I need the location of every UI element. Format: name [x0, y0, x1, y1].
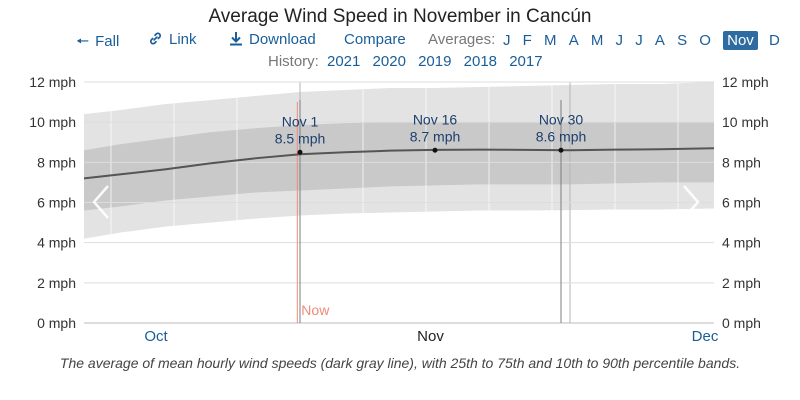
- arrow-left-icon: 🠔: [76, 33, 90, 50]
- history-year-2019[interactable]: 2019: [418, 53, 452, 70]
- y-tick-label-right: 4 mph: [722, 235, 761, 251]
- band-25th-75th-percentile: [84, 122, 714, 211]
- history-year-2020[interactable]: 2020: [372, 53, 406, 70]
- annotation-value: 8.7 mph: [410, 128, 461, 144]
- download-button[interactable]: Download: [229, 31, 316, 48]
- month-oct[interactable]: O: [699, 32, 711, 49]
- history-year-2021[interactable]: 2021: [327, 53, 361, 70]
- annotation-value: 8.6 mph: [536, 128, 587, 144]
- fall-button[interactable]: 🠔 Fall: [76, 31, 119, 56]
- month-dec[interactable]: D: [768, 32, 780, 49]
- month-jul[interactable]: J: [635, 32, 643, 49]
- month-nov-active[interactable]: Nov: [723, 31, 758, 50]
- wind-speed-chart: Now 0 mph 0 mph 2 mph 2 mph 4 mph 4 mph 6 mph 6 …: [29, 74, 769, 345]
- annotation-date: Nov 1: [282, 113, 319, 129]
- annotation-point: [297, 149, 303, 155]
- month-mar[interactable]: M: [544, 32, 557, 49]
- history-bar: History: 2021 2020 2019 2018 2017: [0, 53, 800, 73]
- month-apr[interactable]: A: [568, 32, 579, 49]
- y-tick-label-left: 10 mph: [29, 114, 76, 130]
- averages-label: Averages:: [428, 31, 496, 48]
- link-icon: [148, 31, 163, 48]
- prev-period-button[interactable]: [92, 185, 109, 219]
- month-may[interactable]: M: [590, 32, 604, 49]
- y-tick-label-right: 6 mph: [722, 195, 761, 211]
- page-title: Average Wind Speed in November in Cancún: [208, 6, 592, 27]
- y-tick-label-right: 12 mph: [722, 74, 769, 90]
- annotation-value: 8.5 mph: [275, 130, 326, 146]
- y-tick-label-left: 8 mph: [37, 154, 76, 170]
- annotation-date: Nov 16: [413, 111, 458, 127]
- y-tick-label-left: 4 mph: [37, 235, 76, 251]
- history-year-2018[interactable]: 2018: [463, 53, 498, 70]
- download-icon: [229, 31, 243, 48]
- y-tick-label-left: 0 mph: [37, 315, 76, 331]
- download-label: Download: [249, 31, 316, 48]
- next-period-button[interactable]: [683, 185, 700, 219]
- history-label: History:: [268, 53, 319, 70]
- link-button[interactable]: Link: [148, 31, 197, 48]
- fall-label: Fall: [95, 33, 120, 50]
- annotation-point: [558, 147, 564, 153]
- now-marker-label: Now: [301, 302, 330, 318]
- month-aug[interactable]: A: [654, 32, 665, 49]
- y-tick-label-right: 8 mph: [722, 154, 761, 170]
- history-years: 2021 2020 2019 2018 2017: [327, 53, 551, 70]
- chevron-left-icon: [92, 185, 109, 219]
- mean-wind-speed-line: [83, 147, 715, 180]
- y-tick-label-left: 6 mph: [37, 195, 76, 211]
- toolbar: 🠔 Fall Link Download Compare Averages: J …: [0, 31, 800, 51]
- x-month-label: Dec: [692, 328, 719, 345]
- y-tick-label-right: 2 mph: [722, 275, 761, 291]
- y-tick-label-left: 12 mph: [29, 74, 76, 90]
- month-jun[interactable]: J: [615, 32, 624, 49]
- month-jan[interactable]: J: [503, 32, 511, 49]
- link-label: Link: [169, 31, 197, 48]
- month-sep[interactable]: S: [677, 32, 688, 49]
- y-tick-label-left: 2 mph: [37, 275, 76, 291]
- history-year-2017[interactable]: 2017: [509, 53, 543, 70]
- annotation-point: [432, 147, 438, 153]
- y-tick-label-right: 10 mph: [722, 114, 769, 130]
- x-month-label: Oct: [144, 328, 168, 345]
- chevron-right-icon: [683, 185, 700, 219]
- y-tick-label-right: 0 mph: [722, 315, 761, 331]
- month-feb[interactable]: F: [522, 32, 532, 49]
- annotation-date: Nov 30: [539, 111, 584, 127]
- month-selector: J F M A M J J A S O Nov D: [503, 31, 788, 50]
- x-month-label: Nov: [417, 328, 444, 345]
- chart-caption: The average of mean hourly wind speeds (…: [59, 355, 741, 371]
- compare-button[interactable]: Compare: [344, 31, 406, 48]
